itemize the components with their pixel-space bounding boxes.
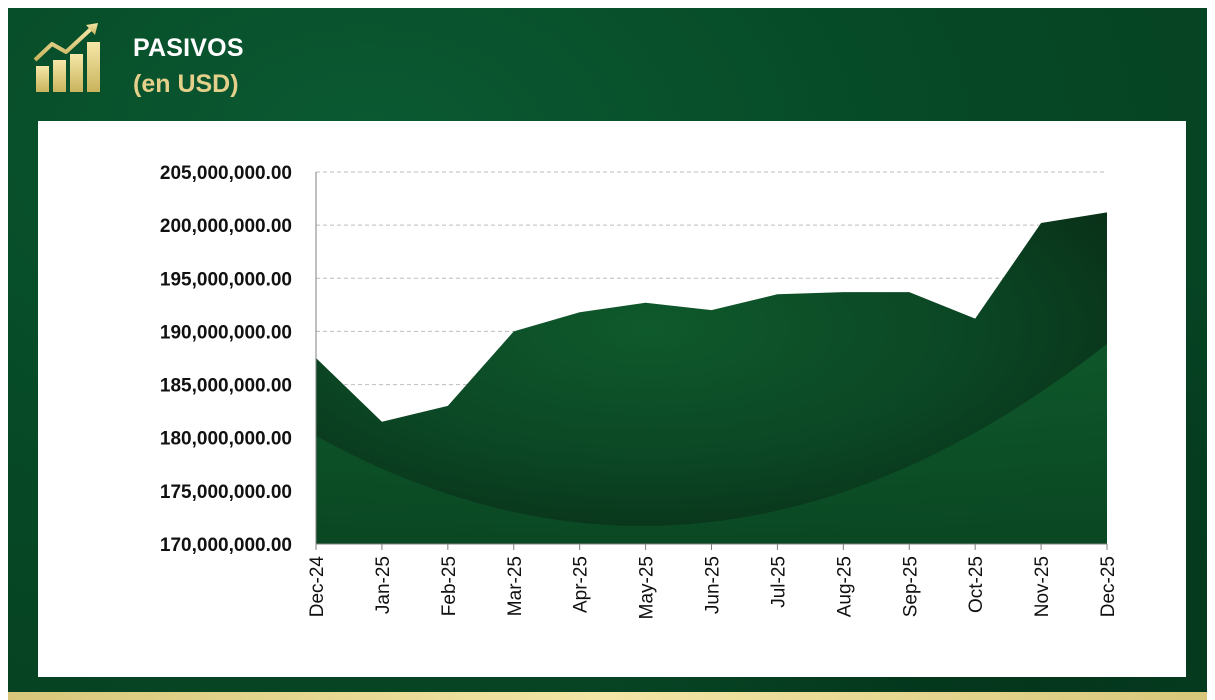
bar-chart-growth-icon	[33, 23, 100, 92]
x-tick-label: Jul-25	[768, 556, 789, 608]
x-tick-label: Jan-25	[373, 556, 394, 614]
x-tick-label: May-25	[637, 556, 658, 619]
chart-panel: 170,000,000.00 175,000,000.00 180,000,000.…	[38, 121, 1186, 677]
x-tick-label: Mar-25	[505, 556, 526, 616]
y-tick-label: 185,000,000.00	[160, 376, 292, 397]
x-tick-label: Oct-25	[966, 556, 987, 613]
gold-bottom-strip	[8, 692, 1207, 700]
y-tick-label: 200,000,000.00	[160, 216, 292, 237]
y-tick-label: 180,000,000.00	[160, 429, 292, 450]
y-tick-label: 195,000,000.00	[160, 269, 292, 290]
x-tick-label: Jun-25	[703, 556, 724, 614]
y-tick-label: 175,000,000.00	[160, 482, 292, 503]
y-tick-label: 170,000,000.00	[160, 535, 292, 556]
x-tick-label: Dec-25	[1098, 556, 1119, 617]
y-tick-label: 205,000,000.00	[160, 163, 292, 184]
page-subtitle: (en USD)	[133, 70, 239, 98]
x-tick-label: Feb-25	[439, 556, 460, 616]
x-tick-label: Sep-25	[900, 556, 921, 617]
x-tick-label: Nov-25	[1032, 556, 1053, 617]
x-tick-label: Dec-24	[307, 556, 328, 618]
x-tick-label: Apr-25	[571, 556, 592, 613]
area-series	[316, 212, 1107, 544]
page-title: PASIVOS	[133, 34, 244, 62]
area-highlight	[316, 344, 1107, 544]
y-tick-label: 190,000,000.00	[160, 322, 292, 343]
area-chart: 170,000,000.00 175,000,000.00 180,000,000.…	[160, 163, 1119, 619]
x-tick-label: Aug-25	[834, 556, 855, 617]
